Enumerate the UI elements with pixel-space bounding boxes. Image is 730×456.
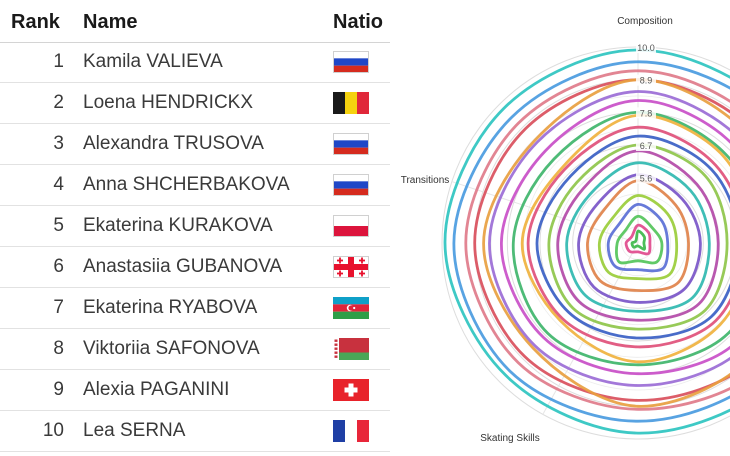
radar-series-line bbox=[488, 90, 730, 387]
radar-series-line bbox=[615, 214, 664, 265]
radial-tick-label-bg bbox=[636, 172, 656, 184]
belgium-flag-icon bbox=[333, 92, 369, 114]
skater-name-cell: Alexandra TRUSOVA bbox=[83, 133, 264, 154]
nation-column-header[interactable]: Natio bbox=[333, 11, 383, 33]
radar-series-line bbox=[565, 161, 711, 313]
switzerland-flag-icon bbox=[333, 379, 369, 401]
radar-series-line bbox=[482, 78, 730, 408]
georgia-flag-icon bbox=[333, 256, 369, 278]
table-body: 1 Kamila VALIEVA 2 Loena HENDRICKX 3 Alexandr… bbox=[0, 42, 390, 452]
skater-name-cell: Viktoriia SAFONOVA bbox=[83, 338, 260, 359]
russia-flag-icon bbox=[333, 133, 369, 155]
table-row[interactable]: 1 Kamila VALIEVA bbox=[0, 42, 390, 83]
skater-name-cell: Anna SHCHERBAKOVA bbox=[83, 174, 290, 195]
axis-label: Skating Skills bbox=[480, 433, 539, 444]
rank-cell: 6 bbox=[53, 256, 64, 277]
radar-series-line bbox=[556, 149, 720, 322]
radar-spoke bbox=[542, 242, 639, 415]
radar-series-line bbox=[630, 229, 647, 251]
table-row[interactable]: 10 Lea SERNA bbox=[0, 411, 390, 452]
radar-series-line bbox=[464, 69, 730, 411]
radial-tick-label: 10.0 bbox=[637, 43, 655, 53]
radial-tick-label: 8.9 bbox=[640, 76, 653, 86]
skater-name-cell: Kamila VALIEVA bbox=[83, 51, 223, 72]
radar-series-line bbox=[547, 143, 729, 331]
rank-cell: 7 bbox=[53, 297, 64, 318]
table-row[interactable]: 7 Ekaterina RYABOVA bbox=[0, 288, 390, 329]
radial-tick-label-bg bbox=[636, 107, 656, 119]
skater-name-cell: Alexia PAGANINI bbox=[83, 379, 230, 400]
skater-name-cell: Lea SERNA bbox=[83, 420, 186, 441]
radar-series-line bbox=[443, 48, 730, 435]
radar-series-line bbox=[520, 113, 730, 364]
ranking-table: Rank Name Natio 1 Kamila VALIEVA 2 Loena HE… bbox=[0, 0, 390, 452]
rank-cell: 2 bbox=[53, 92, 64, 113]
table-row[interactable]: 4 Anna SHCHERBAKOVA bbox=[0, 165, 390, 206]
radar-series-line bbox=[606, 203, 670, 273]
radial-tick-label: 7.8 bbox=[640, 108, 653, 118]
rank-column-header[interactable]: Rank bbox=[11, 11, 60, 33]
radar-series-line bbox=[535, 134, 730, 340]
radial-tick-label-bg bbox=[636, 42, 656, 53]
france-flag-icon bbox=[333, 420, 369, 442]
radial-tick-label-bg bbox=[636, 140, 656, 151]
radar-series-line bbox=[499, 99, 730, 376]
table-row[interactable]: 9 Alexia PAGANINI bbox=[0, 370, 390, 411]
rank-cell: 10 bbox=[42, 420, 64, 441]
skater-name-cell: Ekaterina RYABOVA bbox=[83, 297, 258, 318]
russia-flag-icon bbox=[333, 51, 369, 73]
axis-label: Transitions bbox=[401, 175, 450, 186]
skater-name-cell: Loena HENDRICKX bbox=[83, 92, 254, 113]
rank-cell: 8 bbox=[53, 338, 64, 359]
radial-tick-label-bg bbox=[636, 74, 656, 86]
table-row[interactable]: 5 Ekaterina KURAKOVA bbox=[0, 206, 390, 247]
radar-series-line bbox=[473, 78, 730, 402]
radar-series-line bbox=[577, 173, 702, 304]
radar-series-line bbox=[586, 179, 690, 293]
table-header: Rank Name Natio bbox=[0, 0, 390, 43]
rank-cell: 4 bbox=[53, 174, 64, 195]
rank-cell: 3 bbox=[53, 133, 64, 154]
table-row[interactable]: 2 Loena HENDRICKX bbox=[0, 83, 390, 124]
radial-tick-label: 6.7 bbox=[640, 141, 653, 151]
poland-flag-icon bbox=[333, 215, 369, 237]
radar-series-line bbox=[597, 194, 679, 281]
table-row[interactable]: 3 Alexandra TRUSOVA bbox=[0, 124, 390, 165]
azerbaijan-flag-icon bbox=[333, 297, 369, 319]
table-row[interactable]: 6 Anastasiia GUBANOVA bbox=[0, 247, 390, 288]
skater-name-cell: Ekaterina KURAKOVA bbox=[83, 215, 273, 236]
radial-tick-label: 5.6 bbox=[640, 174, 653, 184]
radar-series-line bbox=[511, 110, 730, 367]
russia-flag-icon bbox=[333, 174, 369, 196]
skater-name-cell: Anastasiia GUBANOVA bbox=[83, 256, 283, 277]
belarus-flag-icon bbox=[333, 338, 369, 360]
radar-series-line bbox=[452, 60, 730, 423]
name-column-header[interactable]: Name bbox=[83, 11, 138, 33]
radar-chart-panel: 10.0 8.9 7.8 6.7 5.6 Composition Transitions Sk… bbox=[390, 0, 730, 456]
radar-chart: 10.0 8.9 7.8 6.7 5.6 Composition Transitions Sk… bbox=[401, 16, 730, 444]
axis-label: Composition bbox=[617, 16, 673, 27]
radar-series-line bbox=[624, 223, 652, 256]
rank-cell: 1 bbox=[53, 51, 64, 72]
rank-cell: 5 bbox=[53, 215, 64, 236]
table-row[interactable]: 8 Viktoriia SAFONOVA bbox=[0, 329, 390, 370]
rank-cell: 9 bbox=[53, 379, 64, 400]
